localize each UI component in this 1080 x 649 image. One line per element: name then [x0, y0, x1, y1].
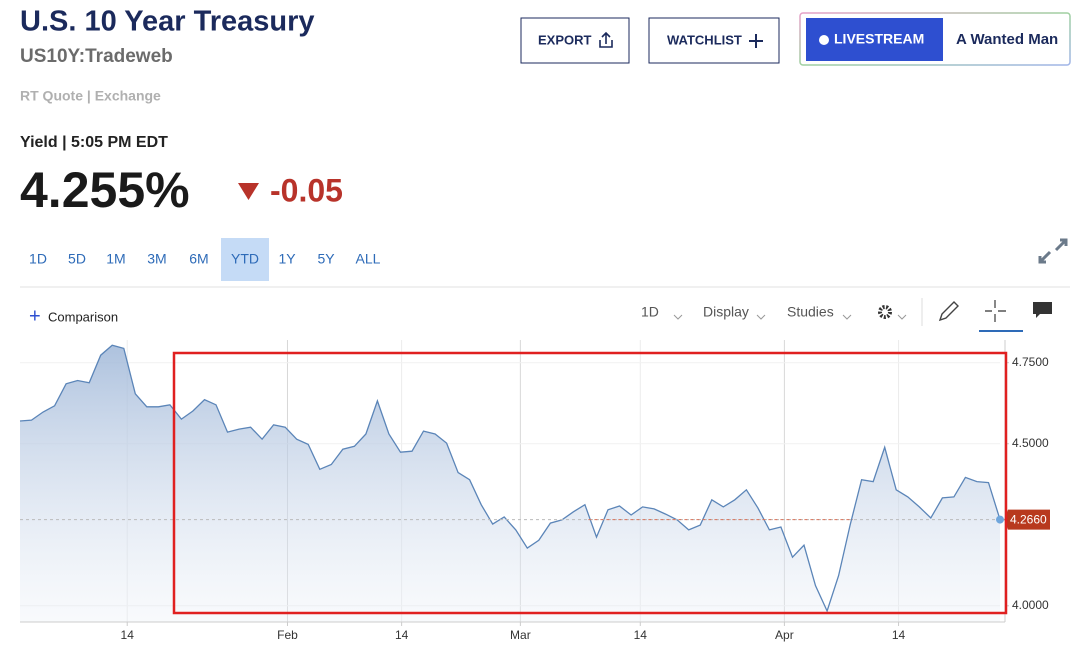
area-fill — [20, 345, 1000, 622]
quote-label: Yield | 5:05 PM EDT — [20, 134, 168, 151]
chevron — [897, 314, 907, 320]
range-option[interactable]: ALL — [356, 251, 381, 267]
range-option[interactable]: 1D — [29, 251, 47, 267]
livestream-button[interactable]: LIVESTREAM — [806, 18, 943, 61]
x-tick-label: Apr — [775, 628, 794, 642]
title: U.S. 10 Year Treasury — [20, 6, 315, 38]
range-option[interactable]: 3M — [147, 251, 166, 267]
chevron — [673, 314, 683, 320]
comparison[interactable]: Comparison — [48, 309, 118, 324]
now-playing[interactable]: A Wanted Man — [956, 31, 1058, 48]
x-tick-label: 14 — [634, 628, 648, 642]
price-line — [19, 344, 1001, 613]
source: RT Quote | Exchange — [20, 88, 161, 104]
highlight-box — [172, 351, 1008, 615]
plus-icon: + — [29, 305, 41, 327]
display-menu[interactable]: Display — [703, 304, 749, 320]
x-tick-label: 14 — [121, 628, 135, 642]
range-option[interactable]: YTD — [231, 251, 259, 267]
y-tick-label: 4.7500 — [1012, 355, 1049, 369]
x-tick-label: Mar — [510, 628, 531, 642]
change: -0.05 — [270, 172, 343, 208]
chevron — [842, 314, 852, 320]
x-tick-label: 14 — [892, 628, 906, 642]
export-button[interactable]: EXPORT — [520, 17, 630, 64]
range-option[interactable]: 5D — [68, 251, 86, 267]
last-value-tag — [1004, 509, 1050, 530]
expand-icon[interactable] — [1038, 238, 1068, 264]
range-option[interactable]: 5Y — [317, 251, 335, 267]
plus-icon — [749, 34, 763, 48]
down-arrow — [238, 183, 259, 200]
symbol: US10Y:Tradeweb — [20, 46, 173, 67]
price: 4.255% — [20, 162, 190, 218]
button-label: EXPORT — [538, 32, 592, 47]
x-tick-label: Feb — [277, 628, 298, 642]
button-frame — [520, 17, 630, 64]
live-dot — [819, 35, 829, 45]
range-option[interactable]: 1M — [106, 251, 125, 267]
button-label: WATCHLIST — [667, 32, 742, 47]
export-icon — [599, 31, 613, 48]
range-highlight — [221, 238, 269, 281]
range-selector: 1D 5D 1M 3M 6M YTD 1Y 5Y ALL — [29, 238, 381, 281]
chevron — [756, 314, 766, 320]
chart: 4.2660 4.7500 4.5000 4.0000 14 Feb 14 Mar 14 Apr 1… — [19, 340, 1050, 642]
last-value-label: 4.2660 — [1010, 513, 1047, 527]
comment-icon[interactable] — [1033, 302, 1052, 318]
range-option[interactable]: 1Y — [278, 251, 296, 267]
studies-menu[interactable]: Studies — [787, 304, 834, 320]
x-tick-label: 14 — [395, 628, 409, 642]
watchlist-button[interactable]: WATCHLIST — [648, 17, 780, 64]
y-tick-label: 4.5000 — [1012, 436, 1049, 450]
settings-icon[interactable] — [878, 305, 892, 319]
button-label: LIVESTREAM — [834, 31, 924, 47]
y-tick-label: 4.0000 — [1012, 598, 1049, 612]
crosshair-icon[interactable] — [985, 300, 1006, 322]
interval[interactable]: 1D — [641, 304, 659, 320]
draw-icon[interactable] — [938, 301, 959, 322]
last-point — [996, 515, 1004, 524]
range-option[interactable]: 6M — [189, 251, 208, 267]
